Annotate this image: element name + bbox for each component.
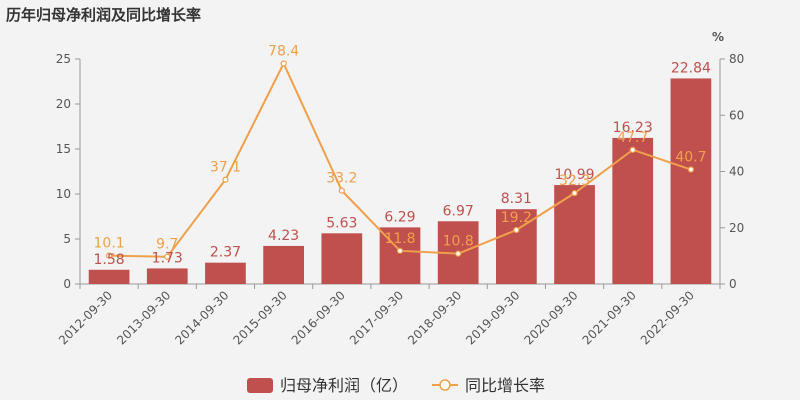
chart-title: 历年归母净利润及同比增长率	[6, 6, 202, 24]
bar-value-label: 10.99	[554, 167, 594, 183]
bar-value-label: 16.23	[613, 120, 653, 136]
y-right-tick-label: 20	[729, 221, 744, 235]
x-tick-label: 2014-09-30	[172, 288, 231, 347]
line-value-label: 37.1	[210, 160, 241, 176]
y-left-tick-label: 15	[56, 142, 71, 156]
line-point	[105, 252, 113, 259]
line-value-label: 78.4	[268, 44, 299, 60]
line-value-label: 10.1	[94, 236, 125, 252]
bar	[263, 245, 304, 284]
bar	[205, 262, 246, 284]
y-right-tick-label: 80	[729, 52, 744, 66]
legend-bar-label: 归母净利润（亿）	[280, 376, 408, 395]
line-point	[629, 146, 636, 153]
bar-value-label: 1.73	[152, 250, 183, 266]
line-point	[222, 176, 229, 183]
line-point	[164, 253, 171, 260]
x-tick-label: 2022-09-30	[638, 288, 697, 347]
y-left-tick-label: 25	[56, 52, 71, 66]
line-point	[338, 187, 345, 194]
line-point	[396, 247, 404, 254]
bar-value-label: 8.31	[501, 191, 532, 207]
bars	[88, 78, 712, 284]
line-value-label: 19.2	[501, 210, 532, 226]
legend-line-label: 同比增长率	[465, 376, 545, 395]
bar	[670, 78, 712, 284]
x-tick-label: 2012-09-30	[56, 288, 115, 347]
line-value-label: 10.8	[443, 234, 474, 250]
bar-value-label: 2.37	[210, 245, 241, 261]
x-tick-label: 2015-09-30	[231, 288, 290, 347]
line-value-label: 9.7	[156, 237, 178, 253]
y-left-tick-label: 5	[63, 232, 71, 246]
bar-value-label: 6.97	[443, 203, 474, 219]
line-point	[513, 226, 520, 234]
line-value-label: 11.8	[384, 231, 415, 247]
bar-value-label: 5.63	[326, 215, 357, 231]
x-tick-label: 2017-09-30	[347, 288, 406, 347]
line-series	[105, 60, 695, 260]
bar-value-label: 22.84	[671, 60, 711, 76]
legend-bar-swatch	[247, 378, 273, 393]
legend: 归母净利润（亿） 同比增长率	[247, 376, 545, 395]
line-point	[455, 250, 462, 257]
x-tick-label: 2021-09-30	[580, 288, 639, 347]
y-left-tick-label: 0	[63, 277, 71, 291]
bar	[146, 268, 188, 284]
x-tick-label: 2016-09-30	[289, 288, 348, 347]
y-left-tick-label: 10	[56, 187, 71, 201]
line-value-label: 33.2	[326, 171, 357, 187]
y-right-tick-label: 0	[729, 277, 737, 291]
y-right-unit: %	[712, 30, 724, 44]
y-right-tick-label: 40	[729, 165, 744, 179]
x-tick-label: 2020-09-30	[521, 288, 580, 347]
line-value-label: 47.7	[617, 130, 648, 146]
line-value-label: 40.7	[675, 150, 706, 166]
labels: 1.58 1.73 2.37 4.23 5.63 6.29 6.97 8.31 10.99 16.…	[94, 44, 712, 268]
bar-value-label: 4.23	[268, 228, 299, 244]
bar	[554, 185, 595, 284]
x-tick-label: 2013-09-30	[114, 288, 173, 347]
bar	[321, 233, 363, 284]
x-tick-label: 2018-09-30	[405, 288, 464, 347]
bar-value-label: 1.58	[94, 252, 125, 268]
bar	[612, 137, 654, 284]
bar-value-label: 6.29	[384, 209, 415, 225]
bar	[88, 269, 130, 284]
line-value-label: 32.3	[559, 173, 590, 189]
x-tick-label: 2019-09-30	[463, 288, 522, 347]
y-right-tick-label: 60	[729, 108, 744, 122]
legend-line-marker	[439, 379, 451, 391]
line-point	[571, 190, 578, 197]
line-point	[687, 166, 695, 173]
line-point	[280, 60, 287, 67]
y-left-tick-label: 20	[56, 97, 71, 111]
